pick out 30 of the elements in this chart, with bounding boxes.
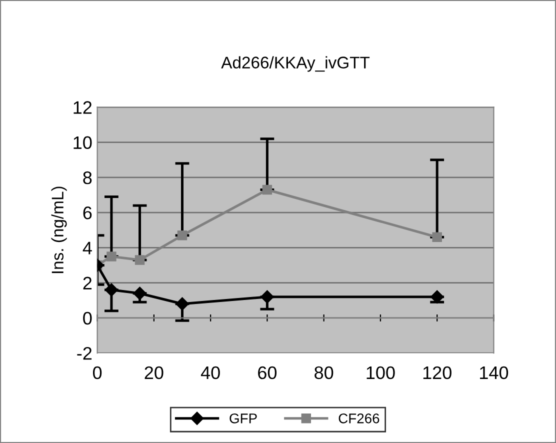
point xyxy=(176,297,189,310)
point xyxy=(177,230,188,240)
point xyxy=(106,252,116,262)
x-tick-label: 40 xyxy=(200,366,220,380)
y-tick-label: 10 xyxy=(74,136,92,150)
y-tick-label: 8 xyxy=(83,171,92,184)
point xyxy=(260,290,274,304)
x-tick-label: 0 xyxy=(92,366,102,380)
y-tick-label: 4 xyxy=(82,242,92,254)
y-axis-title: Ins. (ng/mL) xyxy=(51,186,67,274)
point xyxy=(133,286,146,300)
x-tick-label: 120 xyxy=(423,366,452,380)
point xyxy=(430,290,444,304)
legend-label: GFP xyxy=(230,413,257,424)
x-tick-label: 100 xyxy=(366,366,395,380)
point xyxy=(262,184,272,195)
point xyxy=(104,283,118,296)
x-tick-label: 20 xyxy=(144,366,164,380)
y-tick-label: 0 xyxy=(83,312,92,325)
y-tick-label: 2 xyxy=(83,276,92,290)
point xyxy=(432,232,442,242)
x-tick-label: 140 xyxy=(480,366,508,380)
point xyxy=(134,255,145,265)
y-tick-label: 12 xyxy=(74,101,92,114)
x-tick-label: 80 xyxy=(314,366,334,380)
x-tick-label: 60 xyxy=(258,366,277,380)
y-tick-label: -2 xyxy=(77,347,92,360)
y-tick-label: 6 xyxy=(83,206,92,220)
chart-title: Ad266/KKAy_ivGTT xyxy=(221,56,370,72)
legend-label: CF266 xyxy=(338,413,380,424)
